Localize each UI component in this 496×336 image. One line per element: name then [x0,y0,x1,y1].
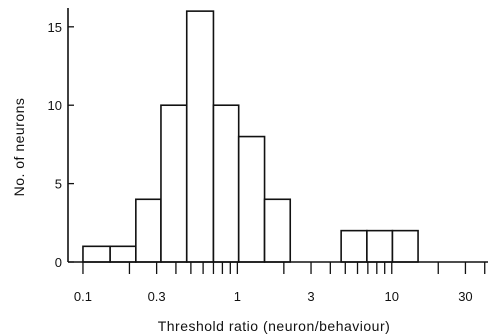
y-axis: 0 5 10 15 [48,8,74,270]
histogram-bar [109,245,137,263]
x-axis: 0.1 0.3 1 3 10 30 [68,261,488,304]
histogram-bars [82,10,419,263]
x-tick-label: 0.1 [74,289,92,304]
y-tick-label: 0 [55,255,62,270]
histogram-bar [135,198,162,263]
x-tick-label: 0.3 [148,289,166,304]
x-tick-label: 30 [458,289,472,304]
x-tick-label: 10 [385,289,399,304]
histogram-bar [185,10,215,263]
x-tick-label: 1 [234,289,241,304]
histogram-bar [212,104,240,263]
histogram-bar [340,229,368,263]
histogram-bar [366,229,394,263]
y-axis-label: No. of neurons [11,98,27,197]
x-axis-label: Threshold ratio (neuron/behaviour) [158,318,391,334]
y-tick-label: 5 [55,177,62,192]
histogram-bar [82,245,111,263]
histogram-bar [237,135,266,263]
x-tick-label: 3 [307,289,314,304]
y-tick-label: 10 [48,98,62,113]
histogram-bar [263,198,292,263]
histogram-bar [160,104,188,263]
y-tick-label: 15 [48,20,62,35]
histogram-bar [391,229,419,263]
